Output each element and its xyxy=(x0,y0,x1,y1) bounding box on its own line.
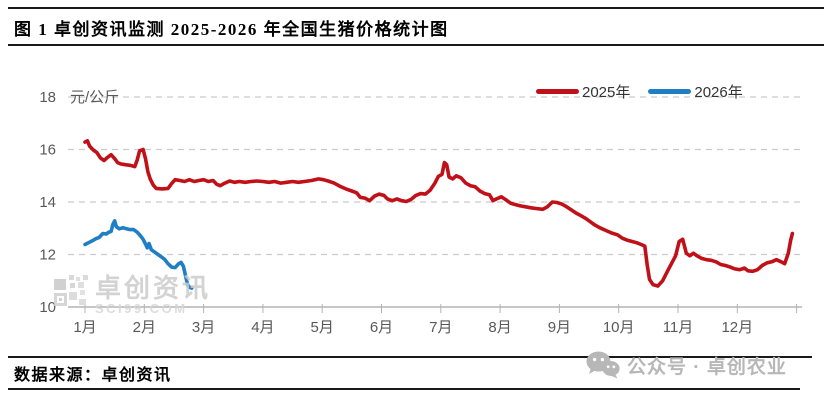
x-axis-tick-label: 8月 xyxy=(488,319,511,336)
page-title: 图 1 卓创资讯监测 2025-2026 年全国生猪价格统计图 xyxy=(14,20,449,39)
series-line-2026年 xyxy=(83,219,194,290)
y-axis-tick-label: 16 xyxy=(39,142,56,159)
legend-item-2025: 2025年 xyxy=(536,81,630,102)
legend-swatch-2025 xyxy=(536,89,579,94)
x-axis-tick-label: 7月 xyxy=(429,319,452,336)
series-line-2025年 xyxy=(83,139,795,288)
x-axis-tick-label: 5月 xyxy=(311,319,334,336)
wechat-account-badge: 公众号 · 卓创农业 xyxy=(586,351,787,379)
title-underline-rule xyxy=(8,44,824,46)
x-axis-tick-label: 10月 xyxy=(603,319,635,336)
footer-rule-upper xyxy=(8,356,812,358)
top-rule xyxy=(8,7,824,9)
wechat-account-label: 公众号 · 卓创农业 xyxy=(627,356,787,378)
y-axis-tick-label: 18 xyxy=(39,89,56,106)
legend-label-2026: 2026年 xyxy=(694,84,743,101)
data-source-label: 数据来源：卓创资讯 xyxy=(14,367,172,384)
x-axis-tick-label: 6月 xyxy=(370,319,393,336)
chart-legend: 2025年 2026年 xyxy=(536,81,743,102)
x-axis-tick-label: 2月 xyxy=(133,319,156,336)
x-axis-tick-label: 3月 xyxy=(192,319,215,336)
wechat-icon xyxy=(586,351,620,379)
y-axis-unit-label: 元/公斤 xyxy=(70,89,119,106)
x-axis-tick-label: 12月 xyxy=(721,319,753,336)
legend-swatch-2026 xyxy=(648,89,692,94)
y-axis-tick-label: 12 xyxy=(39,247,56,264)
x-axis-tick-label: 1月 xyxy=(73,319,96,336)
x-axis-tick-label: 4月 xyxy=(251,319,274,336)
x-axis-tick-label: 11月 xyxy=(663,319,694,336)
legend-label-2025: 2025年 xyxy=(582,84,631,101)
y-axis-tick-label: 10 xyxy=(39,299,56,316)
legend-item-2026: 2026年 xyxy=(648,81,743,102)
footer-rule-lower xyxy=(8,388,800,390)
price-line-chart: 10 12 14 16 18 元/公斤 1月 2月 3月 4月 5月 6月 7月 8月 9月 10月 11月 12… xyxy=(39,89,802,336)
y-axis-tick-label: 14 xyxy=(39,194,56,211)
x-axis-tick-label: 9月 xyxy=(548,319,571,336)
